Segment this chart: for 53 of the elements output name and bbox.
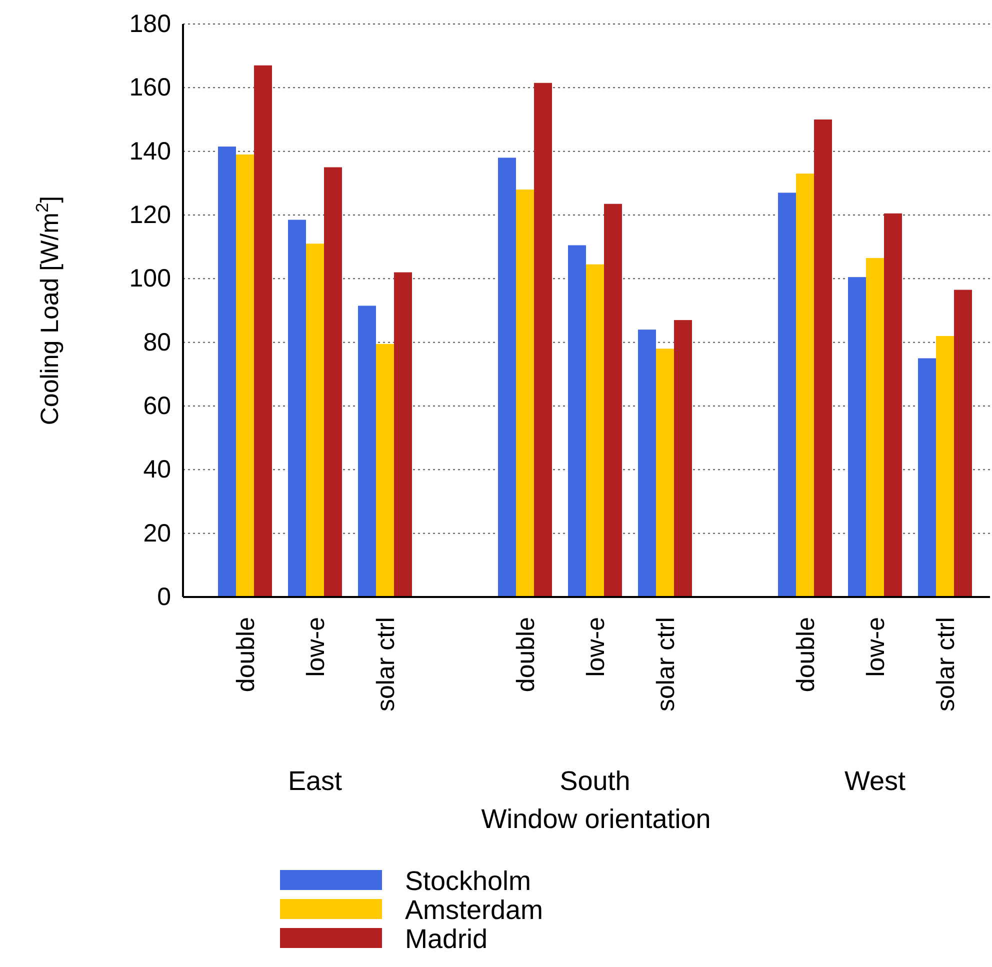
x-tick-label: solar ctrl xyxy=(652,617,680,712)
bar xyxy=(954,290,972,597)
bar xyxy=(394,272,412,597)
text: East xyxy=(288,766,343,796)
legend-label: Amsterdam xyxy=(405,895,544,925)
bar xyxy=(498,158,516,597)
bar xyxy=(936,336,954,597)
y-tick-label: 0 xyxy=(157,583,171,611)
y-tick-label: 60 xyxy=(143,392,171,420)
x-tick-label: low-e xyxy=(862,617,890,677)
bar xyxy=(358,306,376,597)
bar xyxy=(656,348,674,597)
bar xyxy=(534,82,552,597)
bar xyxy=(236,154,254,597)
bar xyxy=(568,245,586,597)
x-tick-label: double xyxy=(512,617,540,692)
bar xyxy=(254,65,272,597)
y-tick-label: 140 xyxy=(129,137,171,166)
x-tick-label: solar ctrl xyxy=(932,617,960,712)
bar xyxy=(324,167,342,597)
y-tick-label: 180 xyxy=(129,10,171,38)
bar xyxy=(218,146,236,597)
bar xyxy=(796,174,814,597)
bar xyxy=(674,320,692,597)
x-tick-label: double xyxy=(792,617,820,692)
bar xyxy=(288,220,306,597)
bar xyxy=(516,190,534,597)
bar xyxy=(376,344,394,597)
bar xyxy=(884,213,902,597)
legend-label: Madrid xyxy=(405,924,488,954)
bar xyxy=(306,244,324,597)
x-tick-label: solar ctrl xyxy=(372,617,400,712)
y-tick-label: 80 xyxy=(143,328,171,356)
y-tick-label: 20 xyxy=(143,519,171,548)
x-tick-label: double xyxy=(232,617,260,692)
bar xyxy=(778,192,796,597)
bar xyxy=(604,204,622,597)
bar xyxy=(918,358,936,597)
y-tick-label: 100 xyxy=(129,264,171,293)
text: West xyxy=(844,766,906,796)
bar xyxy=(814,120,832,597)
legend-label: Stockholm xyxy=(405,866,532,896)
text: South xyxy=(560,766,630,796)
y-tick-label: 40 xyxy=(143,456,171,484)
bar xyxy=(866,258,884,597)
bar xyxy=(586,264,604,597)
x-axis-title: Window orientation xyxy=(481,804,711,834)
x-tick-label: low-e xyxy=(582,617,610,677)
x-tick-label: low-e xyxy=(302,617,330,677)
bar xyxy=(638,330,656,597)
bar xyxy=(848,277,866,597)
y-tick-label: 160 xyxy=(129,74,171,102)
y-tick-label: 120 xyxy=(129,201,171,229)
